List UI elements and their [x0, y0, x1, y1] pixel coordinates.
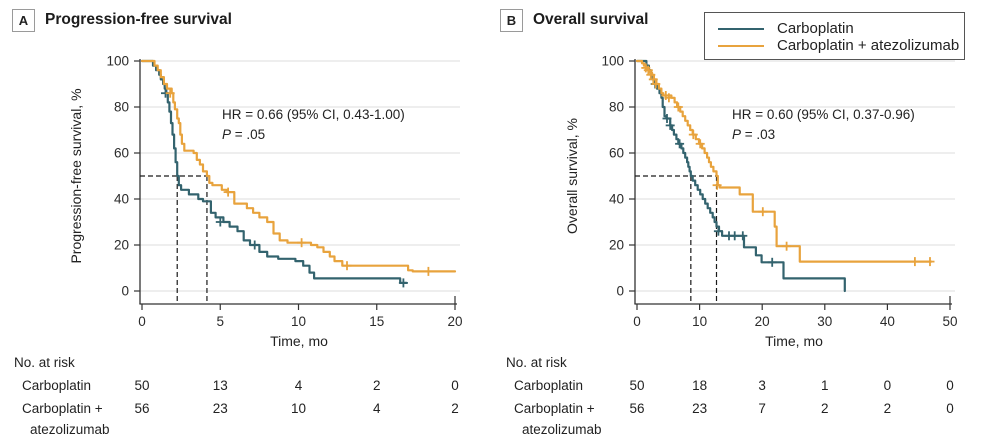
x-axis-label: Time, mo	[765, 333, 823, 349]
risk-count: 0	[946, 401, 954, 416]
risk-table-overall-survival: No. at risk Carboplatin 50 18 3 1 0 0 Carboplati…	[492, 0, 985, 446]
svg-text:80: 80	[609, 100, 624, 115]
svg-text:10: 10	[692, 314, 707, 329]
panel-title: Overall survival	[533, 11, 649, 28]
risk-count: 2	[883, 401, 892, 416]
svg-text:30: 30	[817, 314, 832, 329]
risk-count: 0	[883, 378, 892, 393]
risk-row-label: Carboplatin +	[514, 401, 595, 416]
km-chart-progression-free: 0 20 40 60 80 100 0 5 10 15 20	[106, 54, 462, 330]
risk-count: 18	[692, 378, 708, 393]
risk-count: 13	[212, 378, 228, 393]
km-chart-overall-survival: 0 20 40 60 80 100 0 10 20 30 40 50	[601, 54, 957, 330]
risk-count: 23	[212, 401, 228, 416]
svg-text:40: 40	[114, 192, 129, 207]
risk-count: 2	[451, 401, 459, 416]
legend-item-carboplatin-atezolizumab: Carboplatin + atezolizumab	[705, 37, 964, 54]
svg-text:40: 40	[880, 314, 895, 329]
panel-letter-b: B	[500, 9, 523, 32]
risk-row-label: Carboplatin	[22, 378, 92, 393]
risk-count: 4	[373, 401, 381, 416]
risk-count: 50	[134, 378, 150, 393]
risk-count: 23	[692, 401, 708, 416]
risk-count: 0	[946, 378, 954, 393]
risk-count: 0	[451, 378, 459, 393]
svg-text:5: 5	[216, 314, 224, 329]
panel-title: Progression-free survival	[45, 11, 232, 28]
x-axis-label: Time, mo	[270, 333, 328, 349]
svg-text:100: 100	[601, 54, 624, 69]
p-value-text: P = .05	[222, 127, 266, 142]
svg-text:60: 60	[114, 146, 129, 161]
panel-progression-free-survival: A Progression-free survival Progression-…	[0, 0, 492, 446]
legend-label: Carboplatin + atezolizumab	[777, 37, 960, 54]
hr-text: HR = 0.60 (95% CI, 0.37-0.96)	[732, 107, 915, 122]
legend: Carboplatin Carboplatin + atezolizumab	[704, 12, 965, 60]
risk-row-label: Carboplatin +	[22, 401, 103, 416]
atezolizumab-line-swatch	[718, 44, 764, 47]
risk-row-label: Carboplatin	[514, 378, 584, 393]
risk-count: 2	[373, 378, 381, 393]
svg-text:0: 0	[616, 284, 624, 299]
svg-text:50: 50	[942, 314, 957, 329]
risk-row-label: atezolizumab	[522, 422, 602, 437]
svg-text:20: 20	[447, 314, 462, 329]
risk-count: 1	[821, 378, 829, 393]
svg-text:80: 80	[114, 100, 129, 115]
risk-table-progression-free: No. at risk Carboplatin 50 13 4 2 0 Carboplatin…	[0, 0, 492, 446]
panel-letter-a: A	[12, 9, 35, 32]
risk-table-header: No. at risk	[506, 355, 567, 370]
risk-count: 4	[294, 378, 303, 393]
risk-count: 56	[134, 401, 150, 416]
svg-text:10: 10	[291, 314, 306, 329]
risk-count: 3	[758, 378, 766, 393]
svg-text:40: 40	[609, 192, 624, 207]
svg-text:0: 0	[121, 284, 129, 299]
svg-text:100: 100	[106, 54, 129, 69]
hr-text: HR = 0.66 (95% CI, 0.43-1.00)	[222, 107, 405, 122]
svg-text:0: 0	[138, 314, 146, 329]
legend-label: Carboplatin	[777, 20, 854, 37]
hazard-ratio-annotation: HR = 0.66 (95% CI, 0.43-1.00) P = .05	[222, 105, 405, 145]
svg-text:60: 60	[609, 146, 624, 161]
risk-table-header: No. at risk	[14, 355, 75, 370]
risk-count: 2	[821, 401, 829, 416]
risk-count: 10	[290, 401, 307, 416]
risk-row-label: atezolizumab	[30, 422, 110, 437]
panel-overall-survival: B Overall survival Overall survival, % 0…	[492, 0, 985, 446]
svg-text:20: 20	[755, 314, 770, 329]
risk-count: 50	[629, 378, 645, 393]
svg-text:20: 20	[114, 238, 129, 253]
svg-text:20: 20	[609, 238, 624, 253]
legend-item-carboplatin: Carboplatin	[705, 20, 964, 37]
hazard-ratio-annotation: HR = 0.60 (95% CI, 0.37-0.96) P = .03	[732, 105, 915, 145]
risk-count: 56	[629, 401, 645, 416]
svg-text:0: 0	[633, 314, 641, 329]
carboplatin-line-swatch	[718, 27, 764, 30]
p-value-text: P = .03	[732, 127, 776, 142]
risk-count: 7	[758, 401, 766, 416]
svg-text:15: 15	[369, 314, 384, 329]
